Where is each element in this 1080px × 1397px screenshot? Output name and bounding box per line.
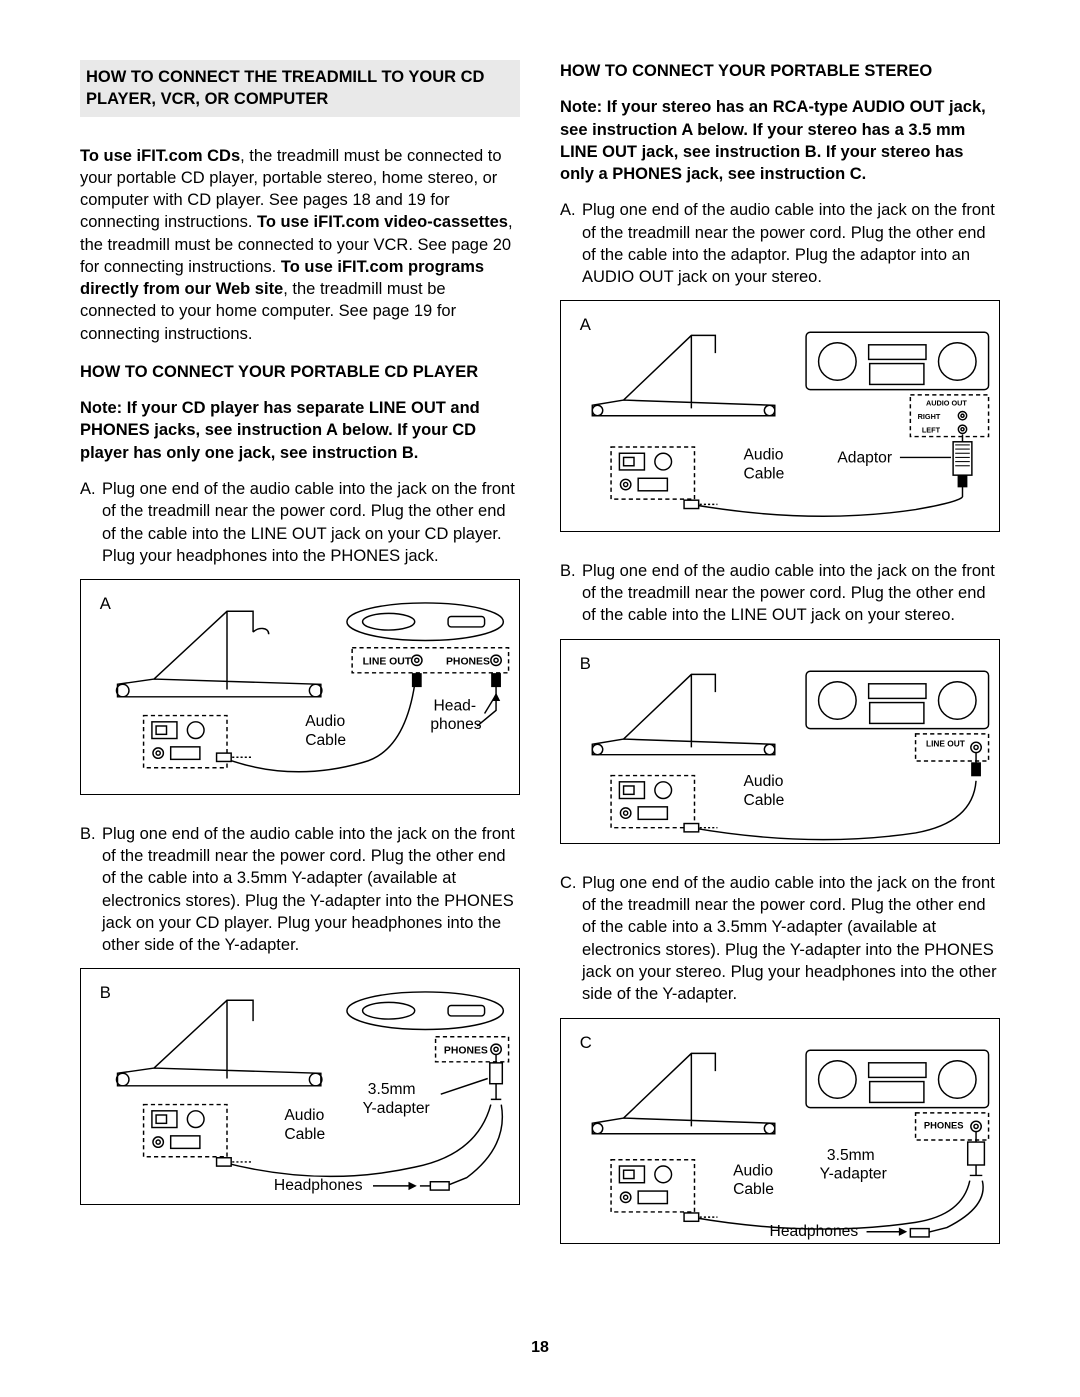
svg-text:AUDIO OUT: AUDIO OUT (926, 399, 967, 408)
right-title: HOW TO CONNECT YOUR PORTABLE STEREO (560, 60, 1000, 82)
svg-text:Audio: Audio (305, 713, 345, 730)
svg-text:Audio: Audio (733, 1162, 773, 1179)
left-item-a-body: Plug one end of the audio cable into the… (102, 478, 520, 567)
svg-text:LINE OUT: LINE OUT (363, 657, 412, 668)
svg-text:A: A (580, 316, 592, 335)
svg-text:Audio: Audio (744, 447, 784, 464)
two-column-layout: HOW TO CONNECT THE TREADMILL TO YOUR CD … (80, 60, 1000, 1329)
svg-text:PHONES: PHONES (924, 1120, 964, 1130)
svg-text:3.5mm: 3.5mm (827, 1146, 875, 1163)
left-item-b: B. Plug one end of the audio cable into … (80, 823, 520, 957)
svg-text:Audio: Audio (744, 773, 784, 790)
svg-text:Y-adapter: Y-adapter (820, 1165, 887, 1182)
diagram-right-b: B LINE OUT (560, 639, 1000, 844)
left-column: HOW TO CONNECT THE TREADMILL TO YOUR CD … (80, 60, 520, 1329)
left-item-b-body: Plug one end of the audio cable into the… (102, 823, 520, 957)
svg-text:Headphones: Headphones (770, 1222, 859, 1239)
svg-text:Audio: Audio (284, 1108, 324, 1125)
right-item-a: A. Plug one end of the audio cable into … (560, 199, 1000, 288)
left-title-box: HOW TO CONNECT THE TREADMILL TO YOUR CD … (80, 60, 520, 117)
right-item-c-letter: C. (560, 872, 582, 1006)
diagram-right-c: C PHONES (560, 1018, 1000, 1244)
svg-text:B: B (100, 984, 111, 1003)
left-item-a-letter: A. (80, 478, 102, 567)
svg-text:Cable: Cable (305, 732, 346, 749)
svg-text:3.5mm: 3.5mm (368, 1082, 416, 1099)
right-item-c: C. Plug one end of the audio cable into … (560, 872, 1000, 1006)
diag-letter: A (100, 594, 112, 613)
left-item-a: A. Plug one end of the audio cable into … (80, 478, 520, 567)
svg-text:Adaptor: Adaptor (837, 450, 892, 467)
diagram-right-c-svg: C PHONES (561, 1019, 999, 1243)
diagram-left-a-svg: A (81, 580, 519, 794)
diagram-left-b-svg: B (81, 969, 519, 1204)
svg-text:Cable: Cable (744, 466, 785, 483)
left-note: Note: If your CD player has separate LIN… (80, 397, 520, 464)
svg-text:Headphones: Headphones (274, 1178, 363, 1195)
diagram-right-b-svg: B LINE OUT (561, 640, 999, 843)
diagram-right-a: A AUDIO OUT RIGHT LEF (560, 300, 1000, 531)
svg-text:LEFT: LEFT (922, 426, 941, 435)
svg-text:Cable: Cable (744, 791, 785, 808)
intro-bold-1: To use iFIT.com CDs (80, 147, 240, 165)
svg-text:phones: phones (430, 716, 481, 733)
right-item-a-body: Plug one end of the audio cable into the… (582, 199, 1000, 288)
right-item-b-letter: B. (560, 560, 582, 627)
svg-text:PHONES: PHONES (444, 1046, 488, 1057)
svg-text:B: B (580, 654, 591, 673)
diagram-right-a-svg: A AUDIO OUT RIGHT LEF (561, 301, 999, 530)
right-note: Note: If your stereo has an RCA-type AUD… (560, 96, 1000, 185)
right-item-b: B. Plug one end of the audio cable into … (560, 560, 1000, 627)
right-item-b-body: Plug one end of the audio cable into the… (582, 560, 1000, 627)
right-item-c-body: Plug one end of the audio cable into the… (582, 872, 1000, 1006)
intro-bold-2: To use iFIT.com video-cassettes (257, 213, 508, 231)
svg-text:LINE OUT: LINE OUT (926, 738, 965, 748)
diagram-left-b: B (80, 968, 520, 1205)
left-title: HOW TO CONNECT THE TREADMILL TO YOUR CD … (86, 66, 512, 111)
svg-text:Cable: Cable (733, 1181, 774, 1198)
svg-text:Y-adapter: Y-adapter (363, 1100, 430, 1117)
left-intro-paragraph: To use iFIT.com CDs, the treadmill must … (80, 145, 520, 345)
page-number: 18 (80, 1339, 1000, 1357)
diagram-left-a: A (80, 579, 520, 795)
svg-text:RIGHT: RIGHT (918, 412, 941, 421)
page: HOW TO CONNECT THE TREADMILL TO YOUR CD … (0, 0, 1080, 1397)
svg-text:Cable: Cable (284, 1126, 325, 1143)
svg-text:PHONES: PHONES (446, 657, 490, 668)
svg-text:Head-: Head- (433, 697, 476, 714)
left-item-b-letter: B. (80, 823, 102, 957)
left-sub-title: HOW TO CONNECT YOUR PORTABLE CD PLAYER (80, 361, 520, 383)
right-item-a-letter: A. (560, 199, 582, 288)
svg-text:C: C (580, 1033, 592, 1052)
right-column: HOW TO CONNECT YOUR PORTABLE STEREO Note… (560, 60, 1000, 1329)
